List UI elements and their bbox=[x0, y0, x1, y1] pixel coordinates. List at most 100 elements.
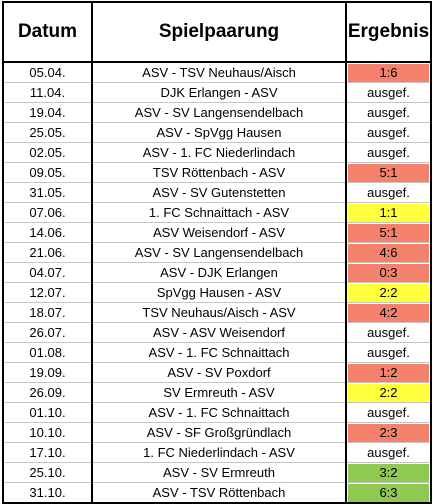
match-cell: ASV - ASV Weisendorf bbox=[91, 322, 347, 343]
header-row: Datum Spielpaarung Ergebnis bbox=[2, 1, 432, 63]
date-cell: 21.06. bbox=[2, 242, 93, 263]
result-value: 3:2 bbox=[348, 463, 429, 482]
result-cell: 1:1 bbox=[345, 202, 432, 223]
result-cell: ausgef. bbox=[345, 402, 432, 423]
match-cell: ASV - SV Ermreuth bbox=[91, 462, 347, 483]
result-cell: ausgef. bbox=[345, 122, 432, 143]
match-cell: SV Ermreuth - ASV bbox=[91, 382, 347, 403]
result-cell: 2:3 bbox=[345, 422, 432, 443]
result-cell: ausgef. bbox=[345, 322, 432, 343]
result-value: ausgef. bbox=[348, 343, 429, 362]
date-cell: 10.10. bbox=[2, 422, 93, 443]
date-cell: 04.07. bbox=[2, 262, 93, 283]
result-cell: 4:2 bbox=[345, 302, 432, 323]
table-row: 12.07. SpVgg Hausen - ASV 2:2 bbox=[2, 282, 432, 303]
table-row: 10.10. ASV - SF Großgründlach 2:3 bbox=[2, 422, 432, 443]
table-row: 09.05. TSV Röttenbach - ASV 5:1 bbox=[2, 162, 432, 183]
table-row: 21.06. ASV - SV Langensendelbach 4:6 bbox=[2, 242, 432, 263]
result-value: 5:1 bbox=[348, 223, 429, 242]
match-cell: ASV - DJK Erlangen bbox=[91, 262, 347, 283]
table-row: 26.07. ASV - ASV Weisendorf ausgef. bbox=[2, 322, 432, 343]
result-cell: 5:1 bbox=[345, 222, 432, 243]
match-cell: DJK Erlangen - ASV bbox=[91, 82, 347, 103]
match-cell: ASV - SV Gutenstetten bbox=[91, 182, 347, 203]
date-cell: 25.10. bbox=[2, 462, 93, 483]
date-cell: 11.04. bbox=[2, 82, 93, 103]
result-value: 1:2 bbox=[348, 363, 429, 382]
table-row: 01.10. ASV - 1. FC Schnaittach ausgef. bbox=[2, 402, 432, 423]
match-cell: ASV - 1. FC Schnaittach bbox=[91, 342, 347, 363]
result-cell: 6:3 bbox=[345, 482, 432, 504]
result-value: ausgef. bbox=[348, 183, 429, 202]
result-value: 2:2 bbox=[348, 383, 429, 402]
date-cell: 26.07. bbox=[2, 322, 93, 343]
match-cell: ASV Weisendorf - ASV bbox=[91, 222, 347, 243]
match-cell: 1. FC Niederlindach - ASV bbox=[91, 442, 347, 463]
match-cell: TSV Röttenbach - ASV bbox=[91, 162, 347, 183]
result-cell: ausgef. bbox=[345, 442, 432, 463]
result-cell: 5:1 bbox=[345, 162, 432, 183]
date-cell: 25.05. bbox=[2, 122, 93, 143]
result-value: 1:1 bbox=[348, 203, 429, 222]
result-value: 5:1 bbox=[348, 163, 429, 182]
result-cell: 4:6 bbox=[345, 242, 432, 263]
result-value: 0:3 bbox=[348, 263, 429, 282]
result-value: ausgef. bbox=[348, 403, 429, 422]
result-value: ausgef. bbox=[348, 103, 429, 122]
result-cell: 1:2 bbox=[345, 362, 432, 383]
date-cell: 05.04. bbox=[2, 62, 93, 83]
result-value: 1:6 bbox=[348, 63, 429, 82]
date-cell: 19.04. bbox=[2, 102, 93, 123]
match-cell: ASV - 1. FC Schnaittach bbox=[91, 402, 347, 423]
match-cell: ASV - SV Langensendelbach bbox=[91, 102, 347, 123]
date-cell: 09.05. bbox=[2, 162, 93, 183]
table-row: 07.06. 1. FC Schnaittach - ASV 1:1 bbox=[2, 202, 432, 223]
header-result: Ergebnis bbox=[345, 1, 432, 63]
date-cell: 07.06. bbox=[2, 202, 93, 223]
date-cell: 19.09. bbox=[2, 362, 93, 383]
date-cell: 01.08. bbox=[2, 342, 93, 363]
match-cell: ASV - TSV Röttenbach bbox=[91, 482, 347, 504]
table-row: 25.05. ASV - SpVgg Hausen ausgef. bbox=[2, 122, 432, 143]
result-value: ausgef. bbox=[348, 83, 429, 102]
match-cell: TSV Neuhaus/Aisch - ASV bbox=[91, 302, 347, 323]
result-cell: ausgef. bbox=[345, 182, 432, 203]
match-cell: SpVgg Hausen - ASV bbox=[91, 282, 347, 303]
result-value: ausgef. bbox=[348, 323, 429, 342]
result-value: ausgef. bbox=[348, 143, 429, 162]
table-row: 14.06. ASV Weisendorf - ASV 5:1 bbox=[2, 222, 432, 243]
result-cell: 3:2 bbox=[345, 462, 432, 483]
result-cell: 1:6 bbox=[345, 62, 432, 83]
result-cell: ausgef. bbox=[345, 82, 432, 103]
match-cell: ASV - SV Poxdorf bbox=[91, 362, 347, 383]
table-row: 01.08. ASV - 1. FC Schnaittach ausgef. bbox=[2, 342, 432, 363]
table-row: 31.10. ASV - TSV Röttenbach 6:3 bbox=[2, 482, 432, 504]
match-cell: ASV - SV Langensendelbach bbox=[91, 242, 347, 263]
match-cell: 1. FC Schnaittach - ASV bbox=[91, 202, 347, 223]
table-row: 05.04. ASV - TSV Neuhaus/Aisch 1:6 bbox=[2, 62, 432, 83]
date-cell: 17.10. bbox=[2, 442, 93, 463]
result-cell: 2:2 bbox=[345, 282, 432, 303]
result-value: ausgef. bbox=[348, 443, 429, 462]
date-cell: 31.05. bbox=[2, 182, 93, 203]
result-value: 6:3 bbox=[348, 483, 429, 502]
table-row: 04.07. ASV - DJK Erlangen 0:3 bbox=[2, 262, 432, 283]
result-value: 2:3 bbox=[348, 423, 429, 442]
match-cell: ASV - SF Großgründlach bbox=[91, 422, 347, 443]
result-value: 2:2 bbox=[348, 283, 429, 302]
date-cell: 26.09. bbox=[2, 382, 93, 403]
table-row: 25.10. ASV - SV Ermreuth 3:2 bbox=[2, 462, 432, 483]
result-value: ausgef. bbox=[348, 123, 429, 142]
table-row: 17.10. 1. FC Niederlindach - ASV ausgef. bbox=[2, 442, 432, 463]
date-cell: 14.06. bbox=[2, 222, 93, 243]
match-cell: ASV - 1. FC Niederlindach bbox=[91, 142, 347, 163]
table-body: 05.04. ASV - TSV Neuhaus/Aisch 1:6 11.04. DJ… bbox=[2, 62, 432, 504]
table-row: 11.04. DJK Erlangen - ASV ausgef. bbox=[2, 82, 432, 103]
date-cell: 02.05. bbox=[2, 142, 93, 163]
table-row: 19.04. ASV - SV Langensendelbach ausgef. bbox=[2, 102, 432, 123]
result-value: 4:2 bbox=[348, 303, 429, 322]
date-cell: 18.07. bbox=[2, 302, 93, 323]
match-cell: ASV - SpVgg Hausen bbox=[91, 122, 347, 143]
table-row: 18.07. TSV Neuhaus/Aisch - ASV 4:2 bbox=[2, 302, 432, 323]
